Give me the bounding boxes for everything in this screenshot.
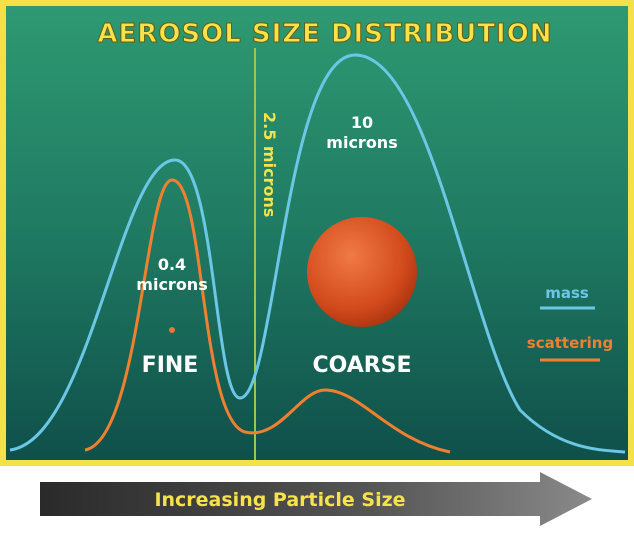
peak-label: 0.4 (158, 255, 186, 274)
mode-label: COARSE (312, 353, 411, 378)
peak-label: microns (326, 133, 397, 152)
peak-label: 10 (351, 113, 373, 132)
legend-label: scattering (527, 334, 613, 352)
diagram: AEROSOL SIZE DISTRIBUTION 2.5 microns 0.… (0, 0, 634, 529)
title: AEROSOL SIZE DISTRIBUTION (97, 19, 552, 49)
peak-label: microns (136, 275, 207, 294)
mode-label: FINE (142, 353, 199, 378)
legend-label: mass (545, 284, 589, 302)
coarse-particle (307, 217, 417, 327)
panel (3, 3, 631, 463)
arrow-label: Increasing Particle Size (154, 489, 405, 511)
divider-label: 2.5 microns (260, 112, 279, 217)
fine-particle (169, 327, 175, 333)
